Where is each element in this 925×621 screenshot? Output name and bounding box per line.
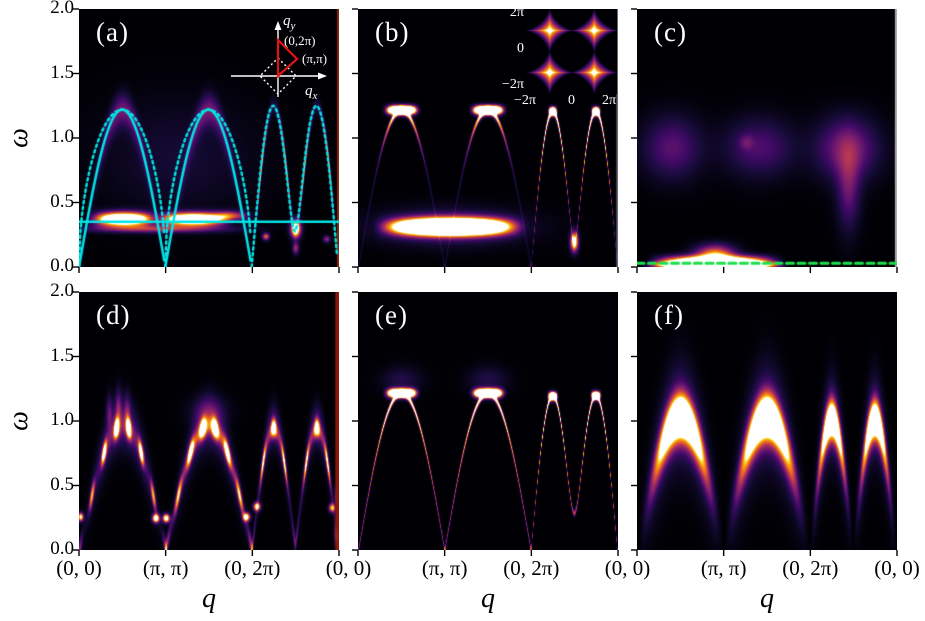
panel-f: (f) <box>637 292 897 550</box>
y-tick-label: 1.5 <box>50 344 74 366</box>
x-tick-label: (0, 0) <box>874 556 920 580</box>
x-axis-label-q-1: q <box>202 583 216 614</box>
y-tick-label: 0.0 <box>50 537 74 559</box>
panel-label-a: (a) <box>96 17 129 47</box>
x-tick-label: (π, π) <box>700 556 747 580</box>
y-tick-label: 0.0 <box>50 254 74 276</box>
x-tick-label: (0, 2π) <box>503 556 560 580</box>
panel-d: (d) <box>79 292 339 550</box>
inset-xtick-0: 0 <box>568 93 575 108</box>
inset-ytick-2pi: 2π <box>509 5 524 20</box>
structure-factor-inset <box>527 9 617 94</box>
y-tick-label: 1.0 <box>50 408 74 430</box>
y-tick-label: 2.0 <box>50 279 74 301</box>
heatmap-panel-d <box>79 292 339 550</box>
x-axis-label-q-3: q <box>760 583 774 614</box>
heatmap-panel-e <box>358 292 618 550</box>
y-tick-label: 0.5 <box>50 190 74 212</box>
y-tick-label: 1.5 <box>50 61 74 83</box>
y-tick-label: 0.5 <box>50 473 74 495</box>
y-tick-label: 2.0 <box>50 0 74 18</box>
heatmap-panel-f <box>637 292 897 550</box>
x-tick-label: (π, π) <box>142 556 189 580</box>
panel-label-b: (b) <box>375 17 410 47</box>
x-tick-label: (0, 2π) <box>782 556 839 580</box>
x-tick-label: (0, 0) <box>56 556 102 580</box>
heatmap-panel-c <box>637 9 897 267</box>
panel-b: (b) 2π 0 −2π −2π 0 2π <box>358 5 618 267</box>
inset-ytick-0: 0 <box>517 41 524 56</box>
x-tick-label: (0, 0) <box>325 556 372 580</box>
panel-label-e: (e) <box>375 300 408 330</box>
y-tick-label: 1.0 <box>50 125 74 147</box>
x-tick-label: (0, 2π) <box>224 556 281 580</box>
panel-label-f: (f) <box>654 300 684 330</box>
panel-label-c: (c) <box>654 17 687 47</box>
inset-xtick-2pi: 2π <box>602 93 617 108</box>
panel-e: (e) <box>358 292 618 550</box>
panel-a: (a) qy qx (0,2π) (π,π) <box>79 9 339 267</box>
x-tick-label: (π, π) <box>421 556 468 580</box>
x-axis-label-q-2: q <box>481 583 495 614</box>
x-tick-label: (0, 0) <box>604 556 651 580</box>
inset-xtick-neg2pi: −2π <box>514 93 536 108</box>
structure-factor-heatmap <box>527 9 617 94</box>
panel-c: (c) <box>637 9 897 267</box>
panel-label-d: (d) <box>96 300 131 330</box>
inset-ytick-neg2pi: −2π <box>502 77 524 92</box>
